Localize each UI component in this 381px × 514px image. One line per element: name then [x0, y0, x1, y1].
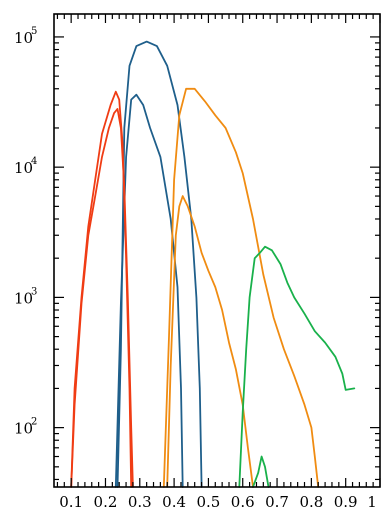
- y-tick-label: 10: [14, 289, 33, 307]
- y-tick-label-exponent: 2: [31, 417, 37, 428]
- x-tick-labels: 0.1 0.2 0.3 0.4 0.5 0.6 0.7 0.8 0.9 1: [59, 493, 377, 511]
- x-tick-label: 0.6: [231, 493, 255, 511]
- x-tick-label: 0.3: [128, 493, 152, 511]
- x-tick-label: 0.5: [196, 493, 220, 511]
- y-tick-label: 10: [14, 29, 33, 47]
- series-layer: [70, 40, 356, 488]
- tick-layer: [54, 14, 381, 487]
- series-line-1: [116, 40, 203, 488]
- x-tick-label: 0.1: [59, 493, 83, 511]
- y-tick-label-exponent: 5: [31, 26, 37, 37]
- x-tick-label: 0.2: [94, 493, 118, 511]
- x-tick-label: 0.4: [162, 493, 186, 511]
- series-line-7: [238, 245, 356, 488]
- x-tick-label: 1: [367, 493, 377, 511]
- x-tick-label: 0.8: [299, 493, 323, 511]
- y-tick-label: 10: [14, 420, 33, 438]
- x-tick-label: 0.7: [265, 493, 289, 511]
- series-line-6: [70, 108, 134, 488]
- plot-frame: [53, 13, 381, 488]
- series-line-8: [252, 455, 270, 488]
- y-tick-label: 10: [14, 159, 33, 177]
- y-tick-label-exponent: 4: [31, 156, 37, 167]
- series-line-3: [162, 87, 320, 488]
- y-tick-label-exponent: 3: [31, 286, 37, 297]
- series-line-4: [166, 195, 254, 488]
- x-tick-label: 0.9: [334, 493, 358, 511]
- series-line-2: [114, 93, 184, 488]
